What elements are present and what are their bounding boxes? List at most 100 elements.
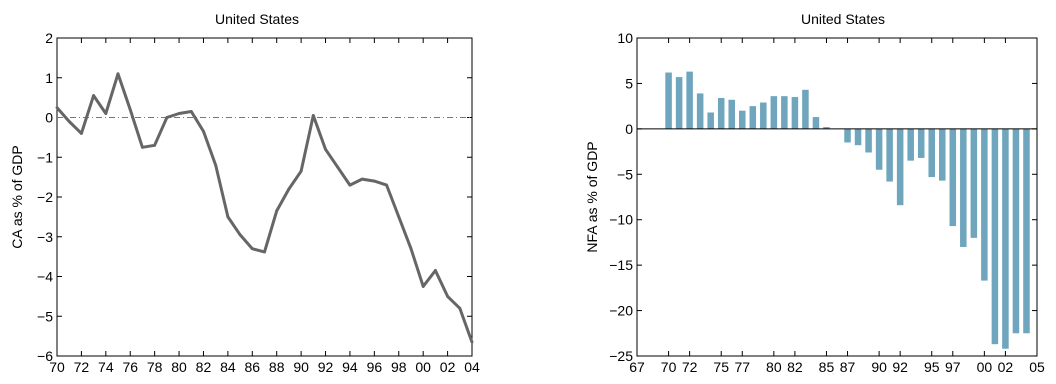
ca-data-point <box>55 106 59 109</box>
nfa-ytick-label: 5 <box>625 75 633 91</box>
nfa-xtick-label: 85 <box>819 359 835 375</box>
ca-xtick-label: 86 <box>245 359 261 375</box>
nfa-xtick-label: 77 <box>734 359 750 375</box>
nfa-bar <box>686 71 693 129</box>
nfa-bar <box>812 117 820 129</box>
ca-ytick-label: −2 <box>37 189 53 205</box>
nfa-bar <box>960 128 967 247</box>
ca-xtick-label: 72 <box>74 359 90 375</box>
ca-data-point <box>275 209 279 213</box>
ca-xtick-label: 88 <box>269 359 285 375</box>
ca-data-point <box>177 112 181 115</box>
ca-chart-title: United States <box>215 11 299 27</box>
ca-ytick-label: 0 <box>45 110 53 126</box>
nfa-xtick-label: 02 <box>998 359 1014 375</box>
ca-data-point <box>409 247 413 251</box>
ca-data-point <box>421 285 425 288</box>
nfa-xtick-label: 80 <box>766 359 782 375</box>
ca-axes: −6 −5 −4 −3 −2 −1 0 1 2 70 72 74 76 78 80 82 84 86 88 90 92 9… <box>37 30 480 375</box>
nfa-chart: United States NFA as % of GDP −25 −20 −15 −… <box>584 11 1045 375</box>
ca-series-line <box>55 72 474 343</box>
nfa-bar <box>749 106 757 129</box>
nfa-bar <box>949 128 957 227</box>
ca-data-point <box>372 179 376 183</box>
nfa-ytick-label: −15 <box>609 257 633 273</box>
nfa-bar <box>981 128 988 281</box>
ca-data-point <box>153 143 157 147</box>
ca-data-point <box>214 163 218 167</box>
nfa-xtick-label: 97 <box>945 359 961 375</box>
nfa-bar <box>970 128 978 238</box>
ca-data-point <box>189 110 193 113</box>
nfa-bar <box>928 128 935 178</box>
nfa-ytick-label: −5 <box>617 166 633 182</box>
nfa-ytick-label: 0 <box>625 121 633 137</box>
ca-data-point <box>263 250 266 254</box>
ca-data-point <box>433 269 437 272</box>
ca-xtick-label: 00 <box>415 359 431 375</box>
ca-data-point <box>128 108 132 111</box>
ca-data-point <box>165 116 169 119</box>
nfa-bar <box>728 99 735 129</box>
nfa-ytick-label: −20 <box>609 303 633 319</box>
ca-data-point <box>250 247 254 251</box>
ca-ytick-label: −4 <box>37 269 53 285</box>
nfa-xtick-label: 95 <box>924 359 940 375</box>
ca-data-point <box>80 132 83 135</box>
nfa-bar <box>1002 128 1009 349</box>
nfa-xtick-label: 67 <box>629 359 645 375</box>
ca-data-point <box>67 120 71 123</box>
ca-ytick-label: −5 <box>37 308 53 324</box>
ca-data-point <box>336 165 340 169</box>
ca-data-point <box>385 183 388 187</box>
nfa-ytick-label: −25 <box>609 348 633 364</box>
nfa-bar <box>675 77 683 129</box>
ca-data-point <box>116 72 120 76</box>
ca-data-point <box>470 340 474 344</box>
nfa-xtick-label: 92 <box>892 359 908 375</box>
nfa-xtick-label: 87 <box>840 359 856 375</box>
nfa-xtick-label: 90 <box>871 359 887 375</box>
ca-xtick-label: 94 <box>342 359 358 375</box>
nfa-bar <box>760 102 767 129</box>
nfa-bar <box>823 127 830 129</box>
ca-ytick-label: −6 <box>37 348 53 364</box>
nfa-xtick-label: 05 <box>1029 359 1045 375</box>
ca-plot-frame <box>56 37 473 357</box>
ca-data-point <box>287 187 291 191</box>
ca-data-point <box>299 169 303 173</box>
nfa-ytick-label: −10 <box>609 212 633 228</box>
nfa-bar <box>844 128 851 143</box>
ca-data-point <box>324 147 327 151</box>
ca-data-point <box>141 145 144 149</box>
nfa-chart-ylabel: NFA as % of GDP <box>584 141 600 252</box>
ca-data-point <box>348 183 352 187</box>
ca-data-point <box>446 294 449 298</box>
nfa-chart-title: United States <box>801 11 885 27</box>
ca-chart-ylabel: CA as % of GDP <box>9 145 25 248</box>
ca-data-point <box>397 215 401 219</box>
ca-xtick-label: 92 <box>318 359 334 375</box>
nfa-bar <box>939 128 946 181</box>
nfa-bar <box>1012 128 1020 334</box>
nfa-ytick-label: 10 <box>617 30 633 46</box>
nfa-bar <box>865 128 872 153</box>
ca-chart: United States CA as % of GDP −6−5−4−3−2−… <box>9 11 480 375</box>
nfa-bar <box>802 89 809 129</box>
nfa-bar <box>1023 128 1030 334</box>
nfa-bar <box>739 110 746 129</box>
nfa-bar <box>875 128 883 170</box>
ca-xtick-label: 70 <box>49 359 65 375</box>
ca-xtick-label: 84 <box>220 359 236 375</box>
nfa-xtick-label: 75 <box>713 359 729 375</box>
nfa-bar <box>886 128 893 182</box>
nfa-xtick-label: 00 <box>977 359 993 375</box>
nfa-xtick-label: 70 <box>661 359 677 375</box>
nfa-bar <box>770 96 778 129</box>
nfa-bar <box>791 97 799 129</box>
ca-xtick-label: 96 <box>367 359 383 375</box>
ca-ytick-label: 1 <box>45 70 53 86</box>
ca-xtick-label: 80 <box>171 359 187 375</box>
nfa-bar <box>854 128 862 146</box>
